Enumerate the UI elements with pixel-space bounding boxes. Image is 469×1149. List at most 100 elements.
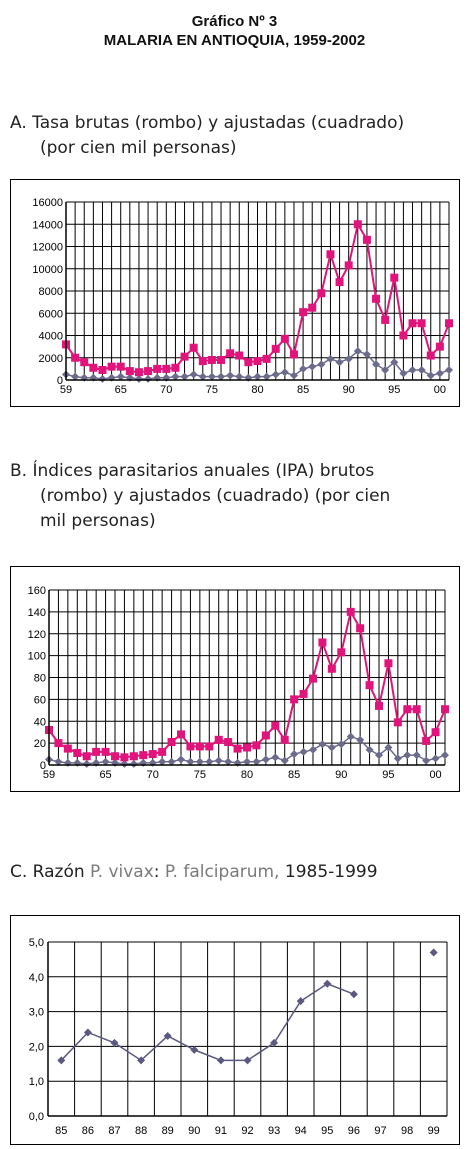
chart-a-point-adjusted [207, 355, 216, 364]
chart-a-point-crude [362, 350, 371, 359]
chart-b-ytick-label: 40 [34, 716, 46, 728]
chart-a-xtick-label: 59 [60, 384, 72, 396]
chart-c-ytick-label: 3,0 [29, 1007, 44, 1019]
chart-a-ytick-label: 12000 [32, 242, 63, 254]
chart-a-point-adjusted [134, 368, 143, 377]
chart-a-point-crude [299, 364, 308, 373]
chart-b-point-adjusted [299, 689, 308, 698]
chart-a-point-crude [426, 371, 435, 380]
chart-b-point-adjusted [73, 748, 82, 757]
chart-b-point-crude [261, 755, 270, 764]
chart-b-point-crude [167, 757, 176, 766]
chart-c-xtick-label: 92 [241, 1125, 253, 1137]
chart-a-ytick-label: 10000 [32, 264, 63, 276]
chart-a-point-adjusted [280, 334, 289, 343]
chart-a-point-crude [262, 372, 271, 381]
chart-c-point-ratio [57, 1056, 66, 1065]
chart-c-point-ratio [296, 997, 305, 1006]
chart-c-xtick-label: 95 [321, 1125, 333, 1137]
chart-a-point-adjusted [226, 349, 235, 358]
chart-b-point-adjusted [384, 659, 393, 668]
chart-a-point-crude [134, 374, 143, 383]
chart-b-point-crude [129, 759, 138, 768]
chart-a-point-adjusted [381, 315, 390, 324]
chart-c: 0,0 1,0 2,0 3,0 4,0 5,0 85 86 87 88 89 90 91 92 93 94 95… [29, 937, 448, 1137]
chart-a-point-adjusted [353, 220, 362, 229]
chart-b-point-crude [205, 757, 214, 766]
chart-a-point-crude [326, 354, 335, 363]
chart-b-point-adjusted [158, 747, 167, 756]
chart-b-point-adjusted [139, 751, 148, 760]
chart-a-point-crude [207, 372, 216, 381]
caption-c-falciparum: P. falciparum, [164, 862, 280, 882]
chart-a-point-adjusted [144, 367, 153, 376]
chart-b-point-adjusted [148, 750, 157, 759]
chart-b-point-adjusted [337, 648, 346, 657]
chart-a-point-adjusted [217, 355, 226, 364]
chart-b-point-crude [327, 743, 336, 752]
chart-a-point-crude [335, 358, 344, 367]
chart-a-xtick-label: 95 [388, 384, 400, 396]
chart-b-point-adjusted [186, 742, 195, 751]
chart-b-point-crude [280, 756, 289, 765]
chart-c-point-ratio [243, 1056, 252, 1065]
chart-c-xtick-label: 85 [55, 1125, 67, 1137]
chart-a-ytick-label: 2000 [39, 353, 63, 365]
chart-b-point-adjusted [111, 752, 119, 761]
chart-b-point-adjusted [365, 681, 374, 690]
chart-b-point-crude [384, 743, 393, 752]
chart-b-point-crude [101, 757, 110, 766]
caption-c-prefix: C. Razón [10, 862, 91, 882]
caption-a-line2: (por cien mil personas) [40, 138, 237, 158]
chart-a-point-adjusted [107, 362, 116, 371]
chart-b-point-adjusted [54, 739, 63, 748]
chart-a-point-adjusted [326, 250, 335, 259]
chart-c-xtick-label: 88 [135, 1125, 147, 1137]
chart-b-point-crude [318, 740, 327, 749]
chart-b-point-crude [346, 732, 355, 741]
caption-b-line1: B. Índices parasitarios anuales (IPA) br… [10, 461, 375, 481]
chart-a-point-adjusted [426, 351, 435, 360]
chart-b-xtick-label: 80 [241, 769, 253, 781]
chart-b-point-adjusted [422, 736, 431, 745]
chart-b-xtick-label: 85 [288, 769, 300, 781]
chart-b-xtick-label: 95 [382, 769, 394, 781]
chart-c-xtick-label: 99 [428, 1125, 440, 1137]
chart-a-point-adjusted [317, 289, 326, 298]
chart-b-point-adjusted [441, 705, 449, 714]
chart-c-xtick-label: 87 [108, 1125, 120, 1137]
chart-b-point-crude [290, 750, 299, 759]
chart-a-xtick-label: 85 [297, 384, 309, 396]
chart-b-point-adjusted [252, 741, 261, 750]
chart-b-point-adjusted [129, 752, 138, 761]
chart-c-xtick-label: 86 [82, 1125, 94, 1137]
chart-a-frame: 0 2000 4000 6000 8000 10000 12000 14000 16000 59 6… [10, 179, 460, 407]
chart-b-point-adjusted [224, 738, 233, 747]
chart-c-ytick-label: 4,0 [29, 972, 44, 984]
chart-a-point-crude [390, 358, 399, 367]
chart-c-series-ratio [57, 948, 438, 1065]
chart-b-point-adjusted [375, 701, 383, 710]
chart-a-point-adjusted [80, 358, 89, 367]
chart-a-point-crude [171, 372, 180, 381]
chart-b-ytick-label: 80 [34, 673, 46, 685]
chart-a-point-adjusted [162, 364, 171, 373]
chart-a-point-adjusted [180, 352, 189, 361]
chart-b-point-crude [412, 751, 421, 760]
chart-a-point-adjusted [362, 235, 371, 244]
chart-a-point-adjusted [198, 357, 207, 366]
chart-a-point-adjusted [271, 344, 280, 353]
chart-b-point-crude [393, 754, 402, 763]
chart-c-frame: 0,0 1,0 2,0 3,0 4,0 5,0 85 86 87 88 89 90 91 92 93 94 95… [10, 915, 460, 1145]
chart-c-point-ratio [349, 990, 358, 999]
chart-a-xtick-label: 65 [115, 384, 127, 396]
chart-a-point-adjusted [189, 343, 198, 352]
chart-a-point-adjusted [244, 358, 253, 367]
chart-a-ytick-label: 16000 [32, 197, 63, 209]
chart-b-point-crude [309, 745, 317, 754]
chart-a-point-adjusted [390, 273, 399, 282]
chart-c-ytick-label: 0,0 [29, 1111, 44, 1123]
chart-b-point-crude [375, 751, 383, 760]
chart-a-point-crude [116, 372, 125, 381]
caption-b-line2: (rombo) y ajustados (cuadrado) (por cien [40, 486, 391, 506]
